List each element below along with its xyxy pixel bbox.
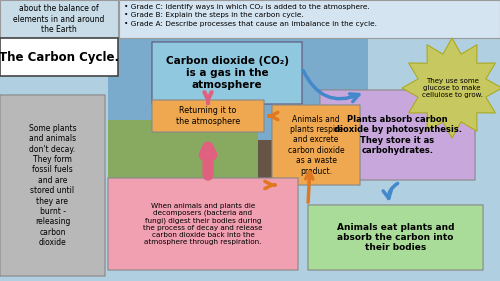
FancyBboxPatch shape [0,38,118,76]
FancyBboxPatch shape [258,140,368,180]
FancyBboxPatch shape [0,95,105,276]
FancyBboxPatch shape [108,178,298,270]
Text: Carbon dioxide (CO₂)
is a gas in the
atmosphere: Carbon dioxide (CO₂) is a gas in the atm… [166,56,288,90]
Text: • Grade C: Identify ways in which CO₂ is added to the atmosphere.
• Grade B: Exp: • Grade C: Identify ways in which CO₂ is… [124,4,377,27]
FancyBboxPatch shape [152,100,264,132]
Text: Animals and
plants respire
and excrete
carbon dioxide
as a waste
product.: Animals and plants respire and excrete c… [288,114,344,176]
FancyBboxPatch shape [152,42,302,104]
Text: Animals eat plants and
absorb the carbon into
their bodies: Animals eat plants and absorb the carbon… [337,223,454,252]
Text: When animals and plants die
decomposers (bacteria and
fungi) digest their bodies: When animals and plants die decomposers … [143,203,263,245]
Polygon shape [402,38,500,138]
Text: The Carbon Cycle.: The Carbon Cycle. [0,51,119,64]
FancyBboxPatch shape [108,38,368,178]
FancyBboxPatch shape [308,205,483,270]
FancyBboxPatch shape [320,90,475,180]
Text: about the balance of
elements in and around
the Earth: about the balance of elements in and aro… [14,4,104,34]
FancyBboxPatch shape [119,0,500,38]
Text: They use some
glucose to make
cellulose to grow.: They use some glucose to make cellulose … [422,78,482,98]
FancyBboxPatch shape [272,105,360,185]
Text: Some plants
and animals
don't decay.
They form
fossil fuels
and are
stored until: Some plants and animals don't decay. The… [28,124,76,247]
Text: Plants absorb carbon
dioxide by photosynthesis.
They store it as
carbohydrates.: Plants absorb carbon dioxide by photosyn… [334,115,462,155]
FancyBboxPatch shape [108,120,258,180]
FancyBboxPatch shape [0,0,118,38]
Text: Returning it to
the atmosphere: Returning it to the atmosphere [176,106,240,126]
